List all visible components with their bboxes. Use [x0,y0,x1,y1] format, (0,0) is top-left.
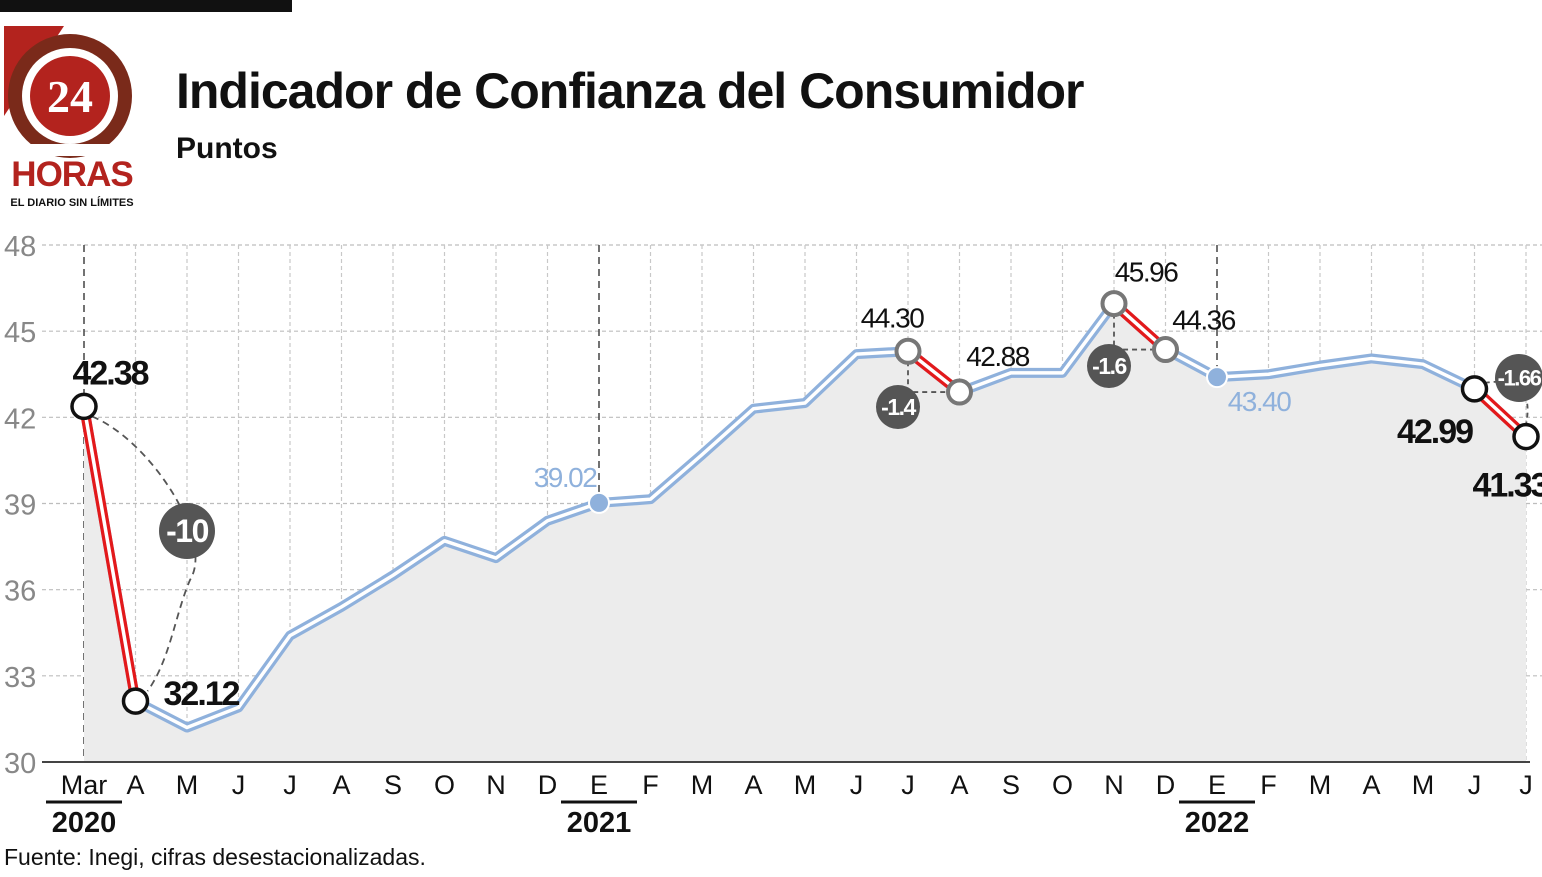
x-tick-label: A [1362,770,1380,800]
y-tick-label: 30 [4,748,36,780]
annotation-layer: -10 -1.4 -1.6 -1.66 [91,313,1542,692]
y-tick-label: 39 [4,490,36,522]
change-connector [1113,313,1156,351]
chart-title: Indicador de Confianza del Consumidor [176,63,1085,119]
24-horas-logo: 24 HORAS EL DIARIO SIN LÍMITES [4,26,140,212]
x-tick-label: J [232,770,246,800]
data-point-marker [1152,336,1179,364]
data-point-marker [894,337,922,365]
logo-center [30,56,110,136]
data-point-marker [121,687,150,715]
chart-subtitle: Puntos [176,132,278,165]
data-label: 42.38 [72,354,148,392]
change-badge [1495,354,1542,402]
highlight-segment-core [82,406,138,702]
data-label: 32.12 [164,675,240,713]
x-tick-label: J [1468,770,1482,800]
top-accent-bar [0,0,292,12]
data-label: 42.99 [1397,413,1473,451]
x-tick-label: E [590,770,608,800]
logo-emblem: 24 HORAS EL DIARIO SIN LÍMITES [4,26,136,209]
y-tick-label: 48 [4,231,36,263]
change-badge-label: -1.4 [881,394,916,420]
year-label: 2022 [1185,807,1250,839]
change-connector [91,415,197,692]
data-label: 39.02 [534,462,597,493]
x-tick-label: M [794,770,817,800]
x-tick-label: E [1208,770,1226,800]
x-tick-label: J [901,770,915,800]
logo-cut [14,144,136,156]
x-tick-label: D [1156,770,1176,800]
data-point-marker [1206,366,1228,389]
x-tick-label: Mar [61,770,108,800]
x-tick-label: A [744,770,762,800]
change-badge [876,385,920,429]
change-badge-label: -1.66 [1498,366,1542,391]
source-note: Fuente: Inegi, cifras desestacionalizada… [4,844,426,870]
area-fill [84,303,1526,762]
label-layer: 42.38 32.12 39.02 44.30 42.88 45.96 44.36 43.40… [72,257,1542,714]
logo-tagline: EL DIARIO SIN LÍMITES [10,196,133,209]
data-point-marker [70,392,98,421]
x-tick-label: N [486,770,506,800]
change-badge-label: -10 [166,513,208,549]
y-tick-label: 42 [4,403,36,435]
change-badge-label: -1.6 [1092,353,1126,379]
data-point-marker [1100,290,1128,318]
x-tick-label: A [126,770,144,800]
data-point-marker [1460,375,1489,403]
logo-name: HORAS [11,155,132,194]
x-tick-label: S [1002,770,1020,800]
data-label: 44.30 [861,302,924,333]
x-tick-label: F [1260,770,1277,800]
x-tick-label: M [1412,770,1435,800]
x-tick-label: A [332,770,350,800]
x-tick-label: N [1104,770,1124,800]
marker-layer [70,290,1540,715]
x-tick-label: D [538,770,558,800]
logo-number: 24 [47,71,93,122]
change-badge [159,503,215,559]
data-label: 43.40 [1228,386,1291,417]
x-tick-label: O [434,770,455,800]
x-tick-label: O [1052,770,1073,800]
data-label: 44.36 [1172,305,1235,336]
x-tick-label: J [1519,770,1533,800]
year-label: 2020 [52,807,117,839]
y-tick-label: 36 [4,576,36,608]
x-tick-label: J [850,770,864,800]
change-badge [1087,344,1131,388]
year-label: 2021 [567,807,632,839]
x-tick-label: J [283,770,297,800]
data-point-marker [588,491,610,514]
x-tick-label: M [1309,770,1332,800]
series-line-core [82,301,1528,730]
data-point-marker [1512,422,1540,451]
x-tick-label: S [384,770,402,800]
data-point-marker [946,378,973,406]
area-layer [84,303,1526,762]
x-tick-label: F [642,770,659,800]
y-tick-label: 45 [4,317,36,349]
data-label: 42.88 [966,341,1029,372]
data-label: 41.33 [1472,467,1542,505]
x-tick-label: A [950,770,968,800]
x-tick-label: M [691,770,714,800]
data-label: 45.96 [1115,257,1178,288]
y-tick-label: 33 [4,662,36,694]
x-tick-label: M [176,770,199,800]
